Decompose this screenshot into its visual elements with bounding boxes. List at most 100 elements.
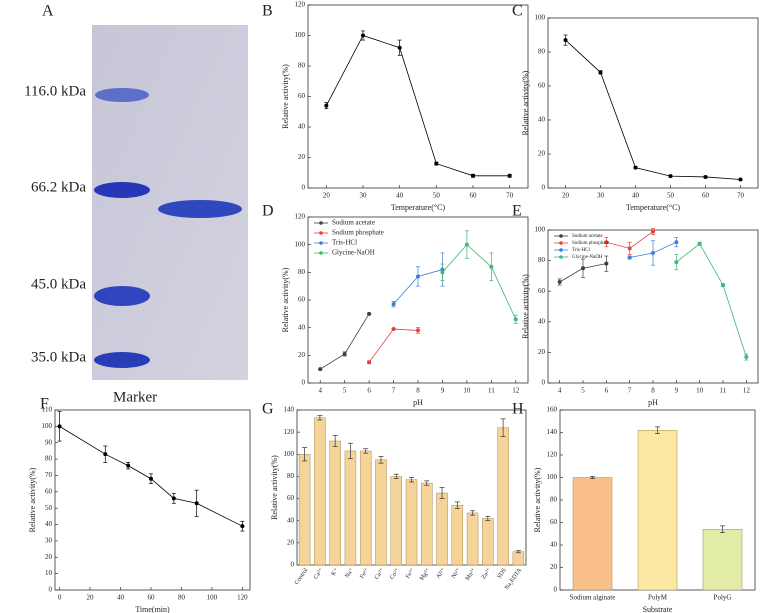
y-tick-label: 100 bbox=[284, 450, 295, 458]
data-point bbox=[434, 161, 439, 166]
data-point bbox=[342, 351, 347, 356]
marker-label: 116.0 kDa bbox=[24, 83, 86, 99]
bar bbox=[344, 450, 357, 566]
legend-label: Sodium acetate bbox=[572, 234, 603, 239]
data-point bbox=[391, 302, 396, 307]
lane-label: Marker bbox=[113, 389, 157, 405]
x-tick-label: 0 bbox=[58, 594, 62, 602]
y-tick-label: 60 bbox=[550, 518, 558, 526]
error-bar bbox=[347, 442, 353, 460]
x-tick-label: 12 bbox=[512, 387, 520, 395]
y-tick-label: 60 bbox=[298, 296, 306, 304]
data-point bbox=[318, 367, 323, 372]
gel-band bbox=[94, 286, 150, 306]
x-tick-label: 10 bbox=[463, 387, 471, 395]
error-bar bbox=[378, 456, 384, 464]
data-point bbox=[598, 70, 603, 75]
data-point bbox=[367, 360, 372, 365]
x-tick-label: Ca²⁺ bbox=[312, 567, 324, 581]
gel-band bbox=[94, 182, 150, 198]
x-tick-label: 120 bbox=[237, 594, 248, 602]
x-axis-label: Substrate bbox=[643, 605, 673, 613]
x-tick-label: 100 bbox=[207, 594, 218, 602]
gel-band bbox=[94, 352, 150, 368]
plot-frame bbox=[54, 409, 251, 591]
bar bbox=[637, 430, 678, 591]
error-bar bbox=[332, 435, 338, 447]
x-tick-label: 40 bbox=[396, 192, 404, 200]
y-tick-label: 0 bbox=[49, 586, 53, 594]
series-line bbox=[325, 35, 510, 177]
data-point bbox=[489, 264, 494, 269]
data-point bbox=[744, 354, 749, 359]
bar bbox=[390, 476, 402, 566]
x-tick-label: Cu²⁺ bbox=[373, 567, 386, 581]
error-bar bbox=[500, 418, 506, 437]
bar bbox=[466, 512, 479, 566]
y-tick-label: 80 bbox=[538, 48, 546, 56]
y-tick-label: 40 bbox=[538, 116, 546, 124]
y-axis-label: Relative activity(%) bbox=[521, 70, 530, 135]
y-tick-label: 20 bbox=[538, 348, 546, 356]
x-tick-label: 4 bbox=[558, 387, 562, 395]
x-tick-label: Fe²⁺ bbox=[404, 567, 416, 580]
y-axis-label: Relative activity(%) bbox=[533, 467, 542, 532]
y-tick-label: 60 bbox=[45, 487, 53, 495]
panel-label: D bbox=[262, 203, 274, 220]
x-tick-label: SDS bbox=[497, 567, 508, 579]
y-tick-label: 80 bbox=[298, 268, 306, 276]
data-point bbox=[126, 463, 131, 468]
bar bbox=[572, 477, 613, 591]
chart-panel: C 0 20 40 60 80 100 Relative activity(%) Tempera… bbox=[512, 3, 759, 212]
data-point bbox=[627, 255, 632, 260]
chart-panel: D 0 20 40 60 80 100 120 Relative activity(%) pH 4 5… bbox=[262, 203, 529, 407]
data-point bbox=[148, 476, 153, 481]
y-tick-label: 0 bbox=[554, 586, 558, 594]
x-tick-label: 12 bbox=[743, 387, 751, 395]
y-tick-label: 100 bbox=[295, 31, 306, 39]
legend-marker bbox=[559, 255, 563, 259]
panel-label: F bbox=[40, 396, 49, 413]
error-bar bbox=[454, 501, 460, 509]
legend-label: Glycine-NaOH bbox=[332, 249, 375, 257]
data-point bbox=[361, 33, 365, 38]
x-tick-label: 10 bbox=[696, 387, 704, 395]
y-tick-label: 140 bbox=[547, 428, 558, 436]
data-point bbox=[416, 328, 420, 333]
y-tick-label: 0 bbox=[302, 379, 306, 387]
x-tick-label: 40 bbox=[117, 594, 125, 602]
x-tick-label: Mg²⁺ bbox=[418, 567, 431, 582]
y-tick-label: 70 bbox=[45, 471, 53, 479]
x-tick-label: 20 bbox=[562, 192, 570, 200]
x-tick-label: 11 bbox=[488, 387, 495, 395]
legend-marker bbox=[559, 234, 563, 238]
marker-label: 35.0 kDa bbox=[31, 349, 86, 365]
y-axis-label: Relative activity(%) bbox=[281, 267, 290, 332]
error-bar bbox=[720, 525, 725, 533]
x-tick-label: 8 bbox=[651, 387, 655, 395]
bar bbox=[421, 482, 433, 566]
bar bbox=[482, 518, 494, 566]
y-tick-label: 40 bbox=[298, 123, 306, 131]
chart-panel: H 0 20 40 60 80 100 120 140 160 Relative activity(… bbox=[512, 401, 756, 613]
y-tick-label: 40 bbox=[298, 323, 306, 331]
x-tick-label: Co²⁺ bbox=[388, 567, 401, 581]
y-tick-label: 160 bbox=[547, 406, 558, 414]
x-tick-label: 20 bbox=[87, 594, 95, 602]
data-point bbox=[416, 274, 420, 279]
panel-label: G bbox=[262, 401, 274, 418]
y-tick-label: 90 bbox=[45, 438, 53, 446]
chart-panel: F 0 10 20 30 40 50 60 70 80 90 100 110 Relative activ… bbox=[28, 396, 251, 613]
y-tick-label: 20 bbox=[298, 351, 306, 359]
x-tick-label: Al³⁺ bbox=[435, 567, 447, 580]
y-tick-label: 100 bbox=[295, 240, 306, 248]
x-tick-label: 40 bbox=[632, 192, 640, 200]
marker-label: 45.0 kDa bbox=[31, 276, 86, 292]
x-tick-label: Mn²⁺ bbox=[464, 567, 477, 582]
bar bbox=[329, 440, 341, 566]
y-tick-label: 120 bbox=[295, 1, 306, 9]
x-tick-label: 6 bbox=[367, 387, 371, 395]
y-tick-label: 20 bbox=[287, 538, 295, 546]
series-line bbox=[565, 39, 741, 180]
